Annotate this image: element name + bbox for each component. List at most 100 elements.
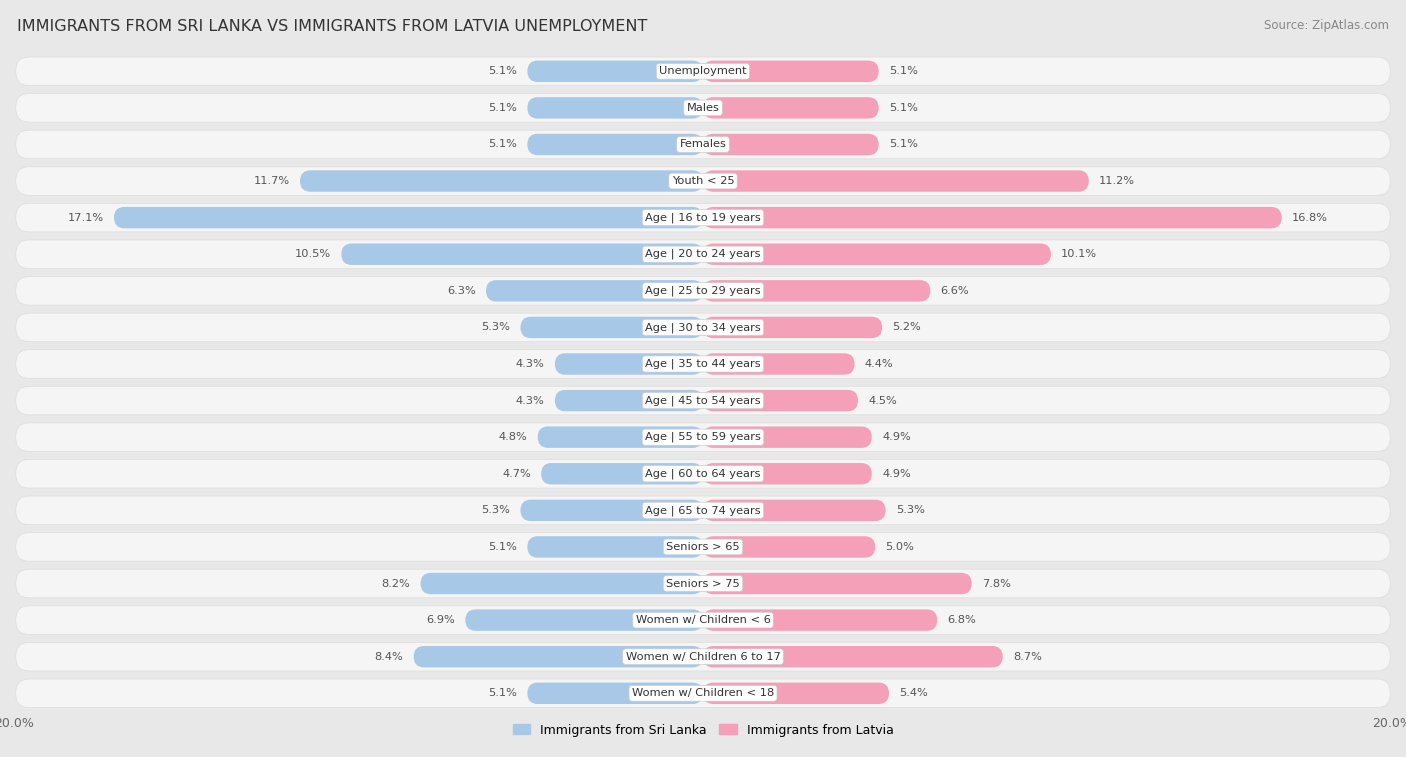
FancyBboxPatch shape [703, 244, 1050, 265]
FancyBboxPatch shape [703, 426, 872, 448]
FancyBboxPatch shape [15, 496, 1391, 525]
Text: 4.3%: 4.3% [516, 359, 544, 369]
FancyBboxPatch shape [15, 643, 1391, 671]
FancyBboxPatch shape [703, 609, 938, 631]
FancyBboxPatch shape [703, 536, 875, 558]
Text: 4.5%: 4.5% [869, 396, 897, 406]
Text: 10.5%: 10.5% [295, 249, 330, 259]
FancyBboxPatch shape [703, 390, 858, 411]
FancyBboxPatch shape [555, 354, 703, 375]
Text: Age | 55 to 59 years: Age | 55 to 59 years [645, 432, 761, 442]
FancyBboxPatch shape [15, 350, 1391, 378]
FancyBboxPatch shape [15, 423, 1391, 451]
FancyBboxPatch shape [527, 683, 703, 704]
FancyBboxPatch shape [527, 97, 703, 119]
Text: 11.2%: 11.2% [1099, 176, 1135, 186]
FancyBboxPatch shape [15, 606, 1391, 634]
Text: Age | 60 to 64 years: Age | 60 to 64 years [645, 469, 761, 479]
Text: Age | 25 to 29 years: Age | 25 to 29 years [645, 285, 761, 296]
Text: 5.1%: 5.1% [488, 139, 517, 149]
FancyBboxPatch shape [465, 609, 703, 631]
Text: 5.2%: 5.2% [893, 322, 921, 332]
FancyBboxPatch shape [15, 313, 1391, 341]
FancyBboxPatch shape [299, 170, 703, 192]
FancyBboxPatch shape [15, 386, 1391, 415]
FancyBboxPatch shape [15, 533, 1391, 561]
Text: 5.1%: 5.1% [488, 103, 517, 113]
Text: 5.3%: 5.3% [481, 322, 510, 332]
Text: Age | 45 to 54 years: Age | 45 to 54 years [645, 395, 761, 406]
FancyBboxPatch shape [703, 207, 1282, 229]
Text: Women w/ Children < 6: Women w/ Children < 6 [636, 615, 770, 625]
FancyBboxPatch shape [703, 61, 879, 82]
Text: Age | 30 to 34 years: Age | 30 to 34 years [645, 322, 761, 332]
Text: 4.9%: 4.9% [882, 469, 911, 478]
FancyBboxPatch shape [413, 646, 703, 668]
Text: Age | 35 to 44 years: Age | 35 to 44 years [645, 359, 761, 369]
FancyBboxPatch shape [703, 573, 972, 594]
Text: 16.8%: 16.8% [1292, 213, 1329, 223]
Text: 5.1%: 5.1% [488, 67, 517, 76]
FancyBboxPatch shape [703, 316, 882, 338]
Legend: Immigrants from Sri Lanka, Immigrants from Latvia: Immigrants from Sri Lanka, Immigrants fr… [508, 718, 898, 742]
FancyBboxPatch shape [703, 683, 889, 704]
Text: 7.8%: 7.8% [981, 578, 1011, 588]
FancyBboxPatch shape [527, 61, 703, 82]
FancyBboxPatch shape [486, 280, 703, 301]
Text: 5.3%: 5.3% [896, 506, 925, 516]
FancyBboxPatch shape [15, 57, 1391, 86]
Text: 4.3%: 4.3% [516, 396, 544, 406]
FancyBboxPatch shape [527, 134, 703, 155]
FancyBboxPatch shape [15, 240, 1391, 269]
Text: 5.1%: 5.1% [889, 103, 918, 113]
Text: 4.7%: 4.7% [502, 469, 531, 478]
FancyBboxPatch shape [537, 426, 703, 448]
Text: Youth < 25: Youth < 25 [672, 176, 734, 186]
Text: Women w/ Children 6 to 17: Women w/ Children 6 to 17 [626, 652, 780, 662]
Text: 4.9%: 4.9% [882, 432, 911, 442]
Text: 4.4%: 4.4% [865, 359, 894, 369]
Text: Seniors > 65: Seniors > 65 [666, 542, 740, 552]
Text: Age | 65 to 74 years: Age | 65 to 74 years [645, 505, 761, 516]
FancyBboxPatch shape [15, 204, 1391, 232]
FancyBboxPatch shape [15, 569, 1391, 598]
Text: 4.8%: 4.8% [499, 432, 527, 442]
FancyBboxPatch shape [420, 573, 703, 594]
FancyBboxPatch shape [342, 244, 703, 265]
Text: 5.0%: 5.0% [886, 542, 914, 552]
Text: 8.2%: 8.2% [381, 578, 411, 588]
FancyBboxPatch shape [114, 207, 703, 229]
FancyBboxPatch shape [520, 500, 703, 521]
FancyBboxPatch shape [15, 130, 1391, 159]
FancyBboxPatch shape [15, 459, 1391, 488]
Text: Seniors > 75: Seniors > 75 [666, 578, 740, 588]
Text: 8.7%: 8.7% [1012, 652, 1042, 662]
Text: 5.3%: 5.3% [481, 506, 510, 516]
Text: 6.3%: 6.3% [447, 286, 475, 296]
Text: Age | 20 to 24 years: Age | 20 to 24 years [645, 249, 761, 260]
FancyBboxPatch shape [15, 167, 1391, 195]
FancyBboxPatch shape [703, 354, 855, 375]
Text: 11.7%: 11.7% [253, 176, 290, 186]
Text: Women w/ Children < 18: Women w/ Children < 18 [631, 688, 775, 698]
Text: Females: Females [679, 139, 727, 149]
FancyBboxPatch shape [703, 280, 931, 301]
FancyBboxPatch shape [520, 316, 703, 338]
FancyBboxPatch shape [541, 463, 703, 484]
Text: Males: Males [686, 103, 720, 113]
FancyBboxPatch shape [15, 94, 1391, 122]
FancyBboxPatch shape [555, 390, 703, 411]
Text: 6.6%: 6.6% [941, 286, 969, 296]
FancyBboxPatch shape [15, 679, 1391, 708]
FancyBboxPatch shape [703, 170, 1088, 192]
FancyBboxPatch shape [15, 276, 1391, 305]
Text: IMMIGRANTS FROM SRI LANKA VS IMMIGRANTS FROM LATVIA UNEMPLOYMENT: IMMIGRANTS FROM SRI LANKA VS IMMIGRANTS … [17, 19, 647, 34]
Text: 5.1%: 5.1% [488, 688, 517, 698]
Text: 8.4%: 8.4% [374, 652, 404, 662]
FancyBboxPatch shape [703, 646, 1002, 668]
Text: 5.1%: 5.1% [889, 67, 918, 76]
Text: Age | 16 to 19 years: Age | 16 to 19 years [645, 213, 761, 223]
FancyBboxPatch shape [703, 500, 886, 521]
Text: Source: ZipAtlas.com: Source: ZipAtlas.com [1264, 19, 1389, 32]
FancyBboxPatch shape [703, 463, 872, 484]
